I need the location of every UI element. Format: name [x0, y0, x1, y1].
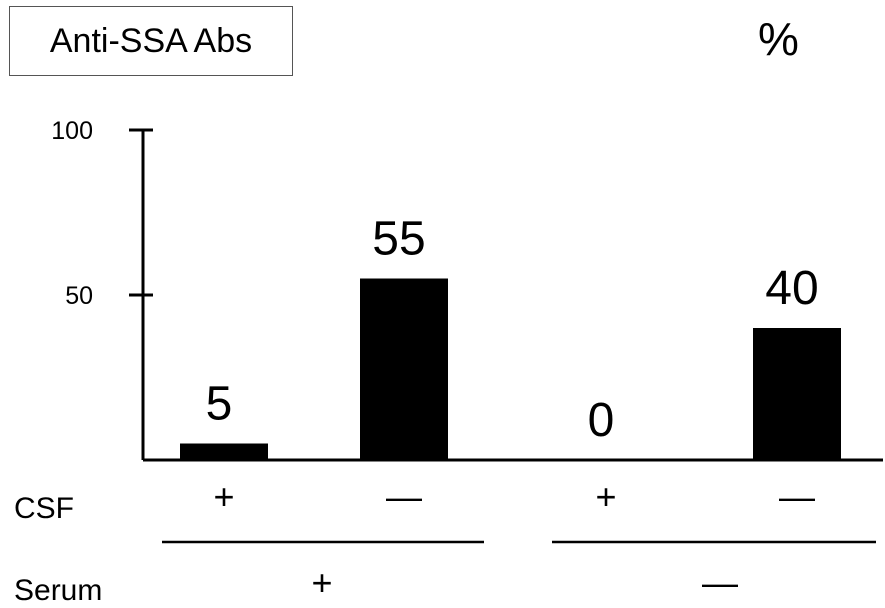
csf-mark: + [213, 476, 234, 517]
data-label: 0 [588, 394, 615, 447]
data-label: 55 [372, 213, 425, 266]
csf-mark: — [386, 476, 422, 517]
bar [180, 443, 268, 460]
data-label: 40 [765, 262, 818, 315]
data-label: 5 [206, 378, 233, 431]
unit-label: % [758, 13, 799, 65]
serum-mark: + [311, 562, 332, 603]
serum-row-label: Serum [14, 574, 102, 607]
chart-title: Anti-SSA Abs [9, 6, 293, 76]
serum-mark: — [702, 562, 738, 603]
y-tick-label: 100 [51, 117, 93, 145]
csf-mark: — [779, 476, 815, 517]
bar [360, 278, 448, 460]
y-tick-label: 50 [65, 282, 93, 310]
bar [753, 328, 841, 460]
csf-row-label: CSF [14, 492, 74, 525]
csf-mark: + [595, 476, 616, 517]
